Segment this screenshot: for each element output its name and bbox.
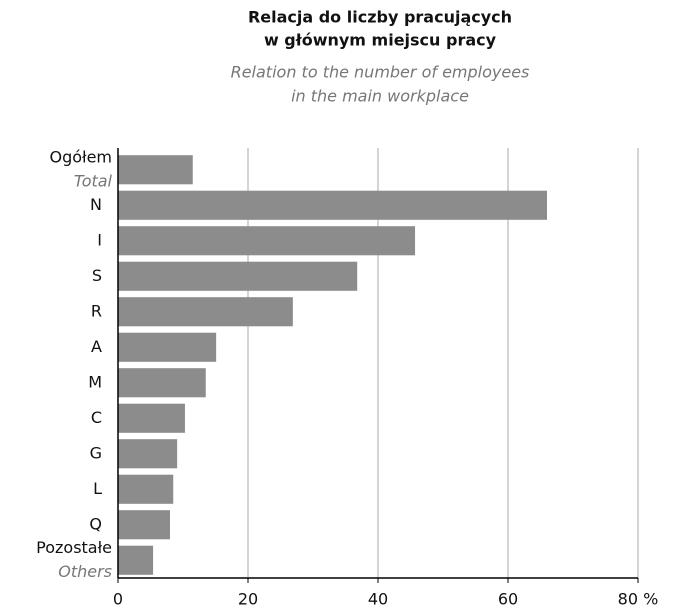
y-tick-label: C [91,408,102,427]
x-tick-label: 60 [498,590,518,609]
chart-title: Relacja do liczby pracujących [248,8,512,27]
bar [118,226,416,256]
bar [118,474,174,504]
bar [118,510,170,540]
chart-title: w głównym miejscu pracy [264,31,497,50]
chart-subtitle: in the main workplace [291,87,469,106]
x-tick-label: 40 [368,590,388,609]
x-tick-label: 20 [238,590,258,609]
y-tick-label: I [97,230,102,249]
bar [118,403,185,433]
bar [118,297,293,327]
y-tick-label: Ogółem [49,147,112,166]
bar [118,439,178,469]
chart-subtitle: Relation to the number of employees [231,63,530,82]
y-tick-label: Pozostałe [36,538,112,557]
y-tick-label: A [91,337,102,356]
bar [118,545,154,575]
bar [118,332,217,362]
y-tick-label: N [90,195,102,214]
x-tick-label: 0 [113,590,123,609]
bar [118,261,358,291]
y-tick-label-translation: Total [74,171,113,190]
y-tick-label: L [93,479,102,498]
y-tick-label-translation: Others [58,562,112,581]
x-tick-label: 80 % [618,590,659,609]
y-tick-label: Q [89,514,102,533]
bar [118,190,547,220]
bar [118,368,206,398]
y-tick-label: M [88,372,102,391]
y-tick-label: G [90,443,102,462]
bar [118,155,193,185]
y-tick-label: R [91,301,102,320]
y-tick-label: S [92,266,102,285]
